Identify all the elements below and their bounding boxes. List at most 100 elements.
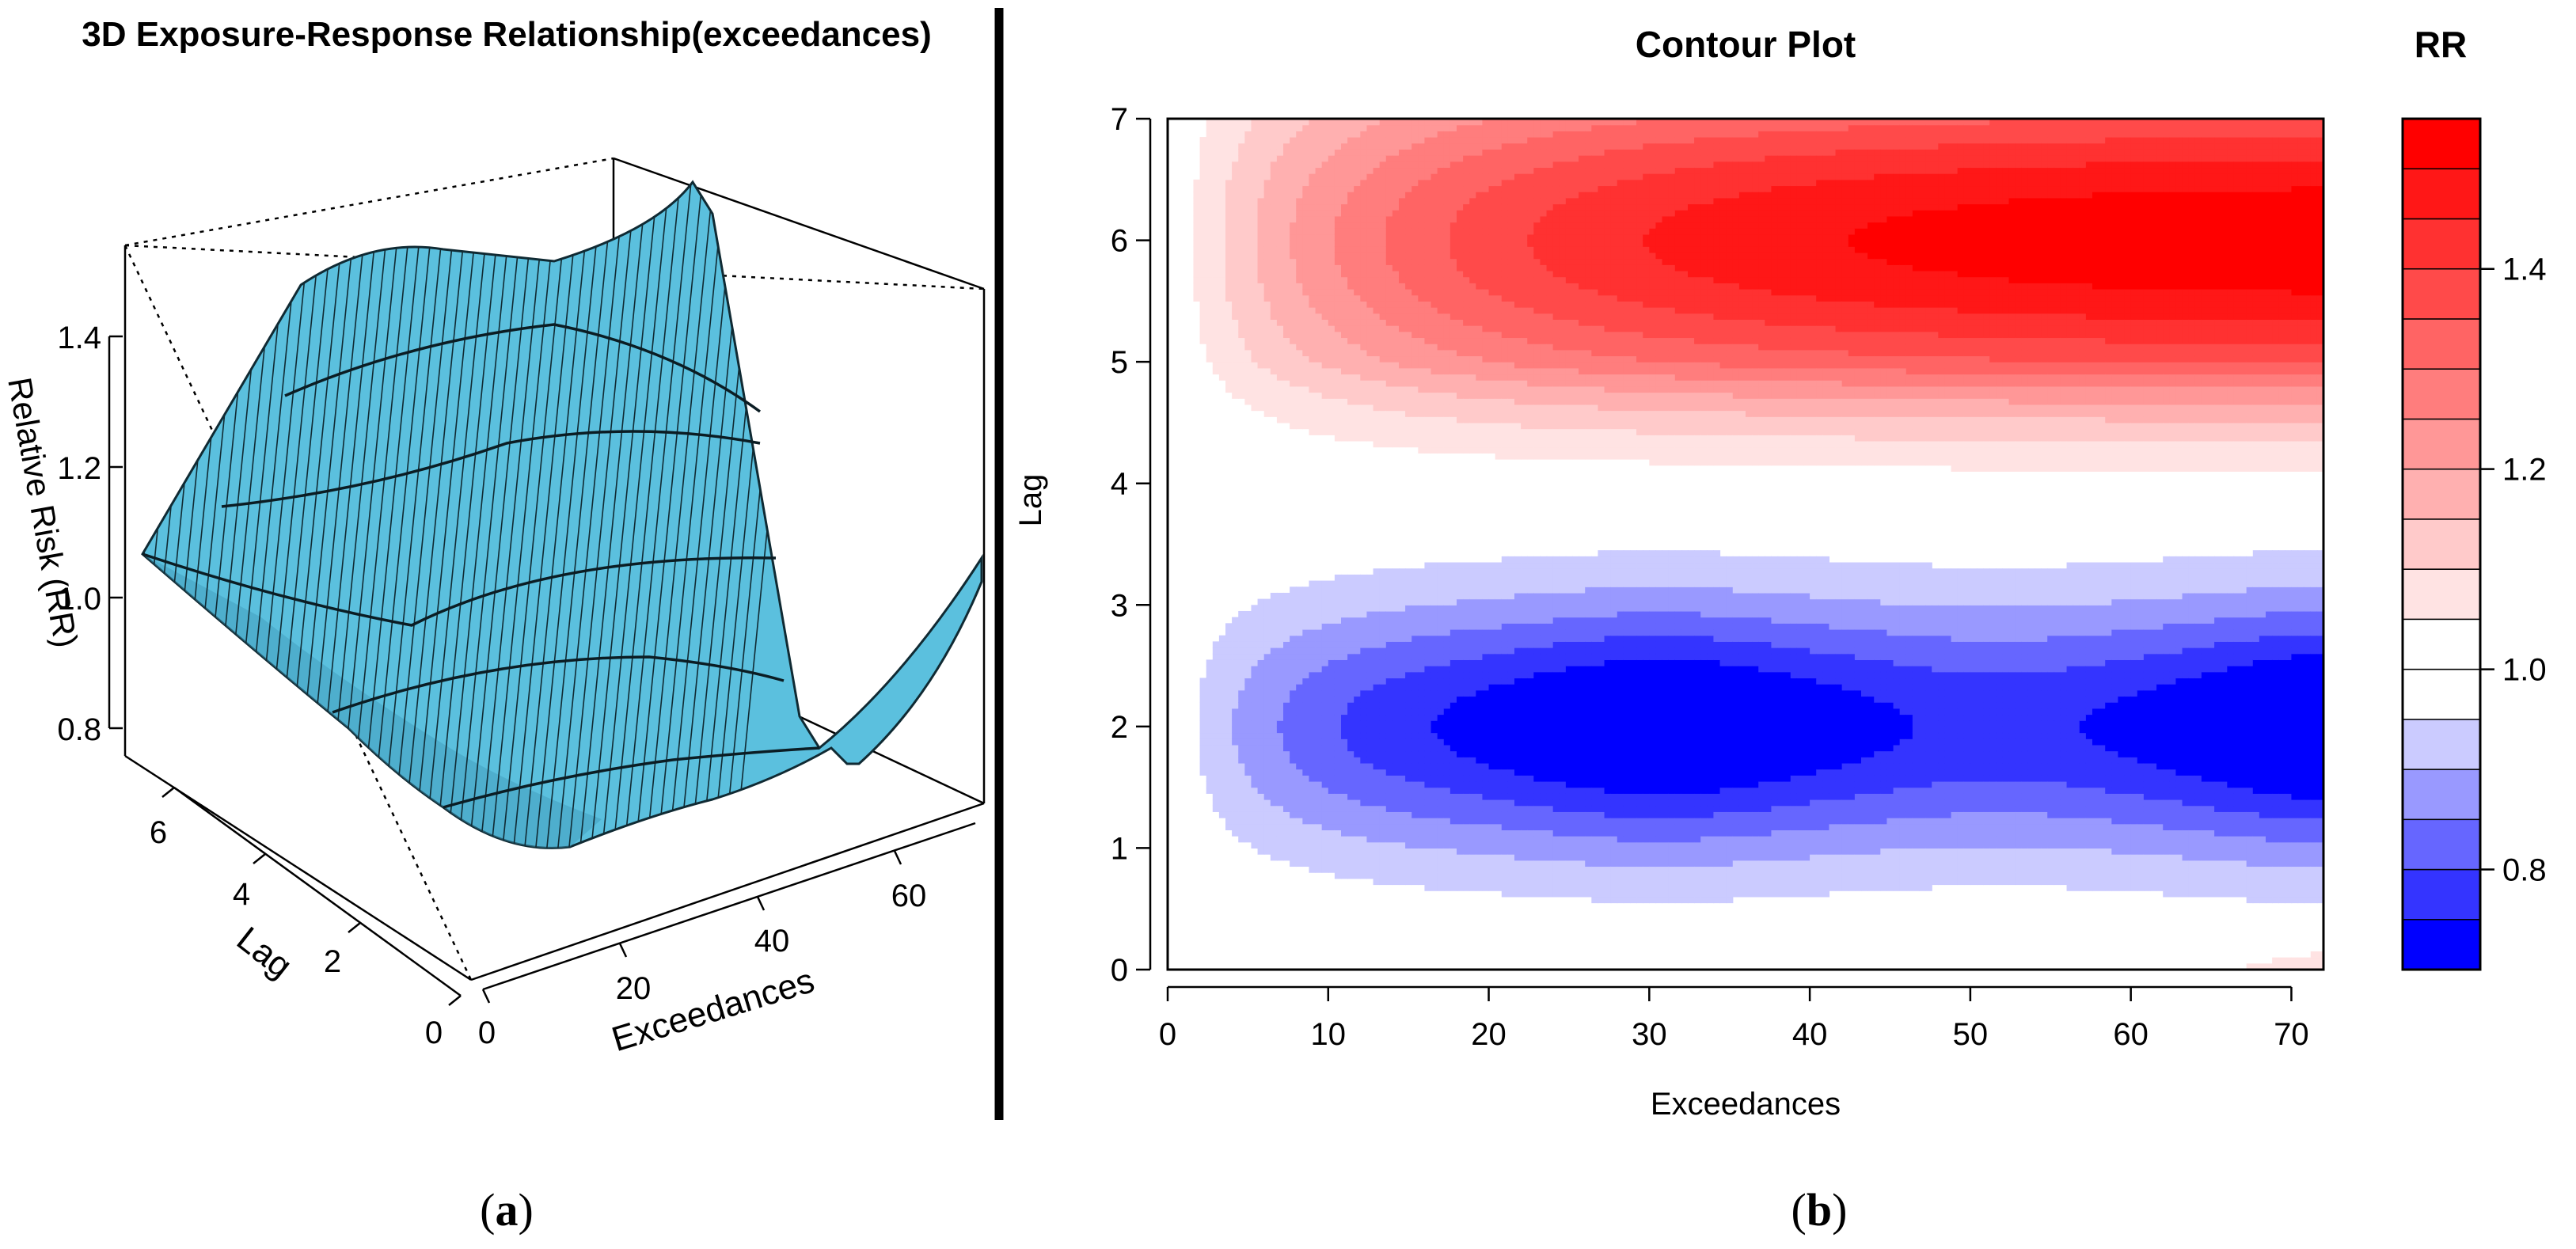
contour-cell <box>1463 319 1470 326</box>
contour-cell <box>1321 666 1329 673</box>
contour-cell <box>1199 757 1207 764</box>
contour-cell <box>1482 780 1490 788</box>
contour-cell <box>1437 738 1445 746</box>
contour-cell <box>1482 641 1490 648</box>
contour-cell <box>1457 422 1464 430</box>
contour-cell <box>1379 385 1387 393</box>
contour-cell <box>1232 635 1239 642</box>
contour-cell <box>1290 659 1297 666</box>
contour-cell <box>1315 738 1323 746</box>
contour-cell <box>1405 762 1412 770</box>
contour-cell <box>1366 775 1374 782</box>
contour-cell <box>1379 264 1387 271</box>
contour-cell <box>1263 641 1271 648</box>
contour-cell <box>1418 313 1426 320</box>
contour-cell <box>1334 641 1342 648</box>
contour-cell <box>1341 192 1348 199</box>
contour-cell <box>1507 289 1515 296</box>
contour-cell <box>1360 823 1368 830</box>
contour-cell <box>1379 635 1387 642</box>
contour-cell <box>1276 331 1284 339</box>
contour-cell <box>1251 264 1259 271</box>
contour-cell <box>1360 344 1368 351</box>
contour-cell <box>1244 738 1252 746</box>
contour-cell <box>1347 793 1354 800</box>
contour-cell <box>1263 398 1271 405</box>
contour-cell <box>1463 398 1470 405</box>
contour-cell <box>1507 805 1515 812</box>
contour-cell <box>1469 823 1476 830</box>
contour-cell <box>1302 823 1310 830</box>
contour-cell <box>1507 325 1515 332</box>
contour-cell <box>1315 215 1323 223</box>
contour-cell <box>1443 161 1451 169</box>
contour-cell <box>1232 750 1239 757</box>
contour-cell <box>1276 289 1284 296</box>
contour-cell <box>1199 142 1207 150</box>
contour-cell <box>1206 264 1214 271</box>
contour-cell <box>1302 592 1310 600</box>
contour-cell <box>1443 344 1451 351</box>
contour-cell <box>1430 337 1438 344</box>
contour-cell <box>1424 708 1432 716</box>
contour-cell <box>1469 860 1476 867</box>
contour-cell <box>1476 805 1484 812</box>
contour-cell <box>1321 289 1329 296</box>
contour-cell <box>1232 173 1239 180</box>
contour-cell <box>1443 385 1451 393</box>
contour-cell <box>1296 367 1303 375</box>
contour-cell <box>1405 185 1412 192</box>
contour-cell <box>1424 617 1432 624</box>
contour-cell <box>1469 678 1476 685</box>
contour-cell <box>1392 860 1400 867</box>
contour-cell <box>1218 192 1226 199</box>
contour-cell <box>1449 276 1457 283</box>
contour-cell <box>1488 848 1496 855</box>
contour-cell <box>1443 666 1451 673</box>
contour-cell <box>1270 732 1278 739</box>
contour-cell <box>1501 435 1509 442</box>
contour-cell <box>1476 848 1484 855</box>
contour-cell <box>1251 738 1259 746</box>
contour-cell <box>1328 787 1335 794</box>
contour-cell <box>1270 173 1278 180</box>
contour-cell <box>1430 617 1438 624</box>
contour-cell <box>1366 276 1374 283</box>
contour-cell <box>1283 416 1290 423</box>
contour-cell <box>1424 294 1432 302</box>
contour-cell <box>1411 860 1419 867</box>
contour-cell <box>1315 276 1323 283</box>
contour-cell <box>1430 422 1438 430</box>
contour-cell <box>1354 860 1361 867</box>
contour-cell <box>1334 355 1342 363</box>
contour-cell <box>1309 848 1316 855</box>
contour-cell <box>1443 240 1451 247</box>
contour-cell <box>1366 233 1374 241</box>
contour-cell <box>1315 325 1323 332</box>
contour-cell <box>1443 592 1451 600</box>
contour-cell <box>1385 659 1393 666</box>
contour-cell <box>1315 708 1323 716</box>
contour-cell <box>1424 878 1432 886</box>
contour-cell <box>1334 203 1342 211</box>
contour-cell <box>1482 203 1490 211</box>
contour-cell <box>1199 240 1207 247</box>
contour-cell <box>1244 155 1252 162</box>
contour-cell <box>1501 811 1509 818</box>
contour-cell <box>1347 744 1354 752</box>
contour-cell <box>1257 197 1265 205</box>
contour-cell <box>1347 659 1354 666</box>
contour-cell <box>1283 598 1290 606</box>
contour-cell <box>1399 671 1406 679</box>
contour-cell <box>1251 769 1259 776</box>
contour-cell <box>1495 246 1503 253</box>
contour-cell <box>1392 404 1400 412</box>
contour-cell <box>1366 149 1374 156</box>
contour-cell <box>1302 671 1310 679</box>
surface-z-axis <box>108 335 123 730</box>
contour-cell <box>1424 799 1432 807</box>
contour-cell <box>1218 769 1226 776</box>
contour-cell <box>1347 137 1354 144</box>
contour-cell <box>1514 580 1522 587</box>
contour-cell <box>1501 587 1509 594</box>
